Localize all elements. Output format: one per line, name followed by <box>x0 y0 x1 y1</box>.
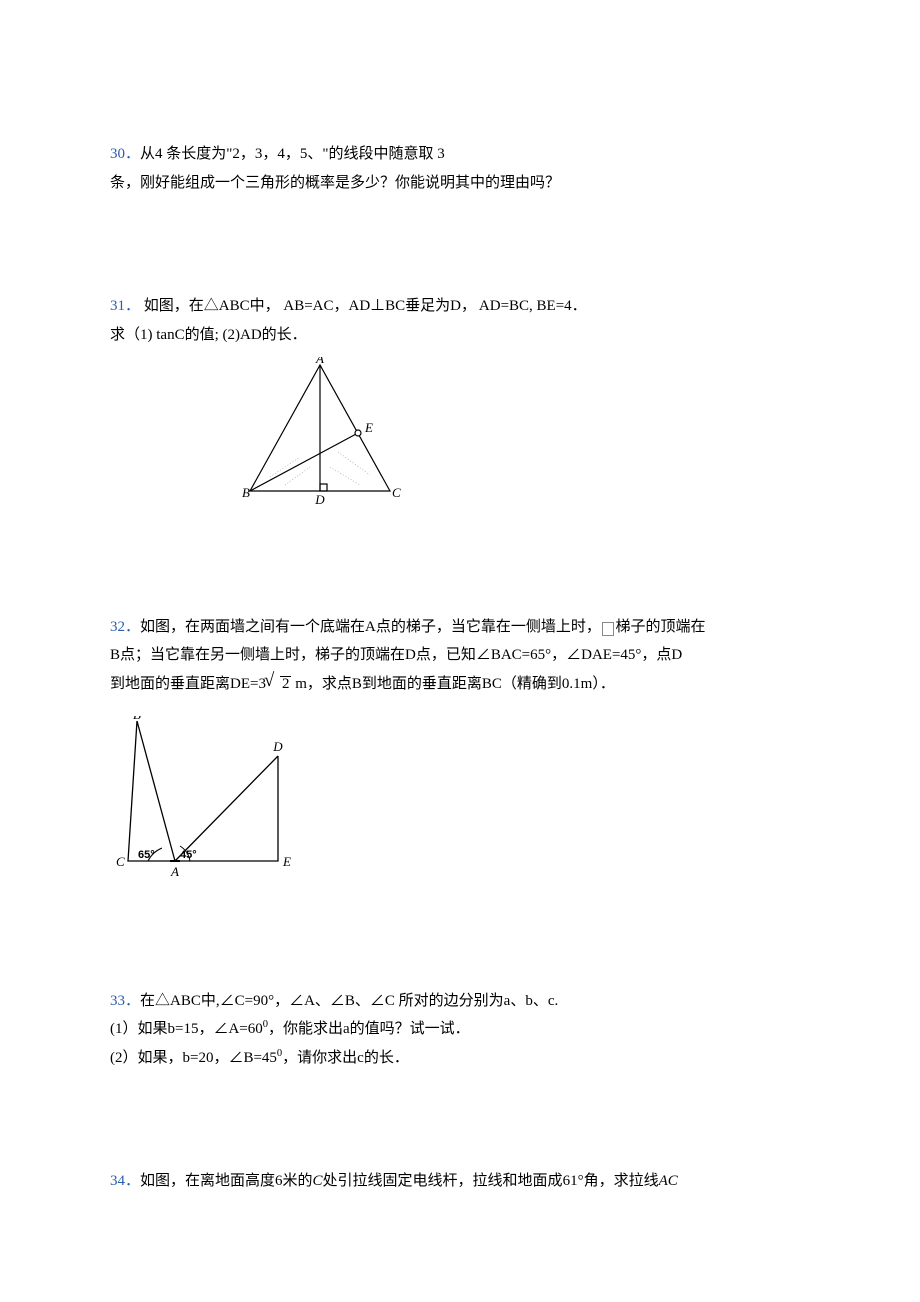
q31-text1: 如图，在△ABC中， AB=AC，AD⊥BC垂足为D， AD=BC, BE=4． <box>140 298 587 314</box>
svg-text:65°: 65° <box>138 849 155 861</box>
q34-text1c: 角，求拉线 <box>584 1173 659 1189</box>
triangle-figure-icon: A B C D E <box>230 357 410 507</box>
svg-text:C: C <box>392 485 401 500</box>
problem-31: 31． 如图，在△ABC中， AB=AC，AD⊥BC垂足为D， AD=BC, B… <box>110 292 810 518</box>
problem-32-line2: B点；当它靠在另一侧墙上时，梯子的顶端在D点，已知∠BAC=65°，∠DAE=4… <box>110 641 810 670</box>
problem-30-line1: 30．从4 条长度为"2，3，4，5、"的线段中随意取 3 <box>110 140 810 169</box>
q32-text1a: 如图，在两面墙之间有一个底端在A点的梯子，当它靠在一侧墙上时， <box>140 619 601 635</box>
problem-30: 30．从4 条长度为"2，3，4，5、"的线段中随意取 3 条，刚好能组成一个三… <box>110 140 810 197</box>
svg-text:A: A <box>170 864 179 879</box>
svg-text:A: A <box>315 357 324 366</box>
svg-text:C: C <box>116 854 125 869</box>
q33-text2b: ，你能求出a的值吗？试一试． <box>268 1021 470 1037</box>
problem-33-line1: 33．在△ABC中,∠C=90°，∠A、∠B、∠C 所对的边分别为a、b、c. <box>110 987 810 1016</box>
svg-text:45°: 45° <box>180 849 197 861</box>
problem-31-line1: 31． 如图，在△ABC中， AB=AC，AD⊥BC垂足为D， AD=BC, B… <box>110 292 810 321</box>
ladder-figure-icon: B C A E D 65° 45° <box>110 716 300 881</box>
q32-text3a: 到地面的垂直距离DE=3 <box>110 676 266 692</box>
q34-C: C <box>313 1173 323 1189</box>
sqrt-icon: 2 <box>266 676 292 692</box>
problem-33-line2: (1）如果b=15，∠A=600，你能求出a的值吗？试一试． <box>110 1015 810 1044</box>
q32-text3b: m，求点B到地面的垂直距离BC（精确到0.1m）． <box>291 676 614 692</box>
q34-AC: AC <box>659 1173 678 1189</box>
svg-text:D: D <box>272 739 283 754</box>
q33-text2a: (1）如果b=15，∠A=60 <box>110 1021 263 1037</box>
q30-number: 30． <box>110 146 140 162</box>
svg-text:E: E <box>282 854 291 869</box>
svg-text:B: B <box>133 716 141 722</box>
q33-text1: 在△ABC中,∠C=90°，∠A、∠B、∠C 所对的边分别为a、b、c. <box>140 993 558 1009</box>
q34-text1a: 如图，在离地面高度6米的 <box>140 1173 313 1189</box>
problem-31-figure: A B C D E <box>110 357 810 518</box>
q32-number: 32． <box>110 619 140 635</box>
svg-text:B: B <box>242 485 250 500</box>
q34-text1b: 处引拉线固定电线杆，拉线和地面成 <box>323 1173 563 1189</box>
q33-number: 33． <box>110 993 140 1009</box>
q31-number: 31． <box>110 298 140 314</box>
problem-32-line1: 32．如图，在两面墙之间有一个底端在A点的梯子，当它靠在一侧墙上时， 梯子的顶端… <box>110 613 810 642</box>
svg-text:D: D <box>314 492 325 507</box>
problem-34-line1: 34．如图，在离地面高度6米的C处引拉线固定电线杆，拉线和地面成61°角，求拉线… <box>110 1167 810 1196</box>
problem-30-line2: 条，刚好能组成一个三角形的概率是多少？你能说明其中的理由吗？ <box>110 169 810 198</box>
q34-number: 34． <box>110 1173 140 1189</box>
q33-text3a: (2）如果，b=20，∠B=45 <box>110 1050 277 1066</box>
svg-text:E: E <box>364 420 373 435</box>
q32-text1b: 梯子的顶端在 <box>615 619 705 635</box>
q33-text3b: ，请你求出c的长． <box>282 1050 409 1066</box>
box-icon <box>602 622 615 636</box>
problem-33-line3: (2）如果，b=20，∠B=450，请你求出c的长． <box>110 1044 810 1073</box>
problem-33: 33．在△ABC中,∠C=90°，∠A、∠B、∠C 所对的边分别为a、b、c. … <box>110 987 810 1073</box>
q30-text1: 从4 条长度为"2，3，4，5、"的线段中随意取 3 <box>140 146 445 162</box>
problem-32: 32．如图，在两面墙之间有一个底端在A点的梯子，当它靠在一侧墙上时， 梯子的顶端… <box>110 613 810 892</box>
problem-32-line3: 到地面的垂直距离DE=32 m，求点B到地面的垂直距离BC（精确到0.1m）． <box>110 670 810 699</box>
problem-32-figure: B C A E D 65° 45° <box>110 706 810 892</box>
problem-31-line2: 求（1) tanC的值; (2)AD的长． <box>110 321 810 350</box>
q34-ang: 61° <box>563 1173 584 1189</box>
problem-34: 34．如图，在离地面高度6米的C处引拉线固定电线杆，拉线和地面成61°角，求拉线… <box>110 1167 810 1196</box>
